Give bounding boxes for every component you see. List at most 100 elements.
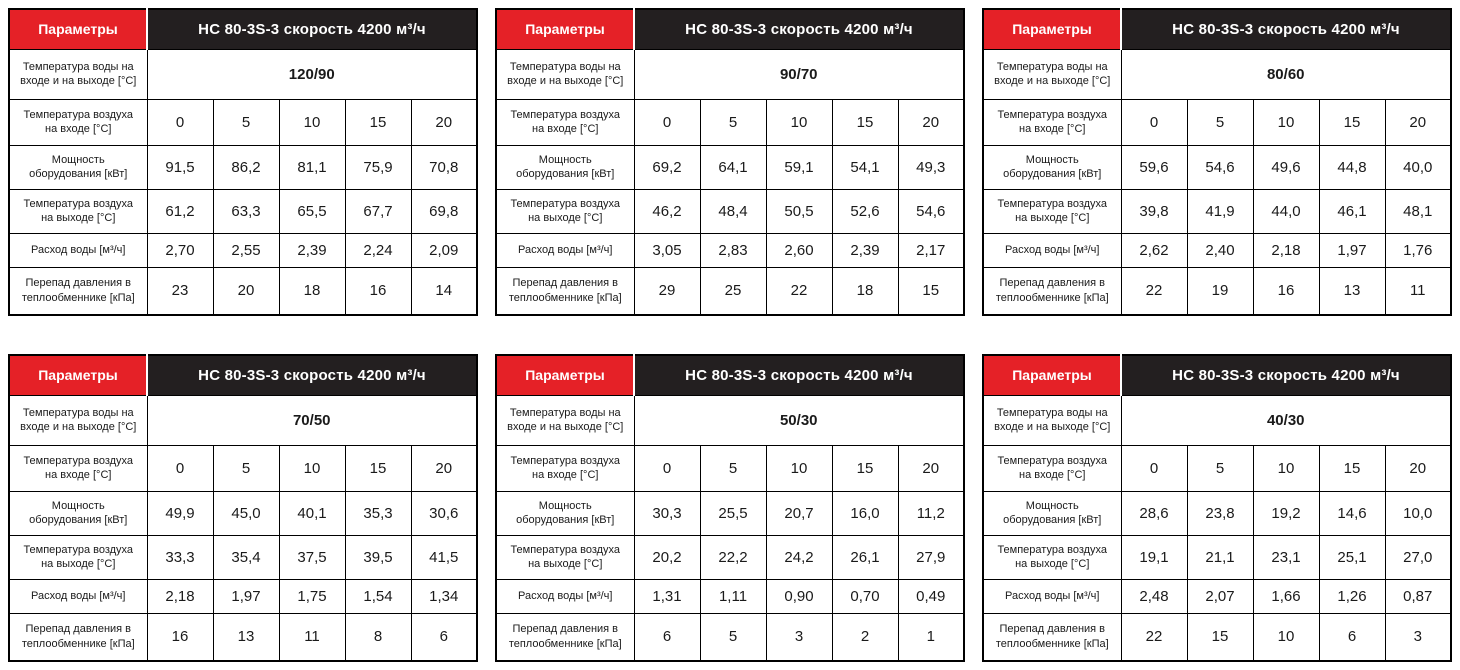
water-temp-value: 120/90 bbox=[146, 48, 478, 100]
air-outlet-temp-value: 35,4 bbox=[212, 534, 280, 580]
pressure-drop-value: 6 bbox=[633, 612, 701, 662]
table-header-row: Параметры НС 80-3S-3 скорость 4200 м³/ч bbox=[495, 354, 965, 396]
water-flow-value: 2,40 bbox=[1186, 232, 1254, 268]
water-flow-value: 2,48 bbox=[1120, 578, 1188, 614]
air-inlet-temp-value: 5 bbox=[1186, 98, 1254, 146]
equipment-power-value: 70,8 bbox=[410, 144, 478, 190]
equipment-power-value: 14,6 bbox=[1318, 490, 1386, 536]
pressure-drop-value: 15 bbox=[1186, 612, 1254, 662]
tables-grid: Параметры НС 80-3S-3 скорость 4200 м³/ч … bbox=[8, 8, 1452, 662]
air-inlet-temp-value: 10 bbox=[278, 444, 346, 492]
air-outlet-temp-value: 61,2 bbox=[146, 188, 214, 234]
air-inlet-temp-value: 10 bbox=[1252, 444, 1320, 492]
equipment-power-value: 25,5 bbox=[699, 490, 767, 536]
air-inlet-temp-label: Температура воздуха на входе [°С] bbox=[495, 444, 635, 492]
water-temp-row: Температура воды на входе и на выходе [°… bbox=[8, 48, 478, 100]
pressure-drop-row: Перепад давления в теплообменнике [кПа] … bbox=[982, 612, 1452, 662]
air-outlet-temp-value: 37,5 bbox=[278, 534, 346, 580]
air-inlet-temp-value: 10 bbox=[278, 98, 346, 146]
air-outlet-temp-value: 41,5 bbox=[410, 534, 478, 580]
water-flow-value: 2,83 bbox=[699, 232, 767, 268]
water-flow-value: 1,26 bbox=[1318, 578, 1386, 614]
table-title: НС 80-3S-3 скорость 4200 м³/ч bbox=[1120, 354, 1452, 396]
air-outlet-temp-value: 39,8 bbox=[1120, 188, 1188, 234]
air-outlet-temp-value: 27,0 bbox=[1384, 534, 1452, 580]
table-header-row: Параметры НС 80-3S-3 скорость 4200 м³/ч bbox=[8, 8, 478, 50]
water-flow-label: Расход воды [м³/ч] bbox=[495, 578, 635, 614]
air-outlet-temp-row: Температура воздуха на выходе [°С] 39,8 … bbox=[982, 188, 1452, 234]
air-inlet-temp-value: 10 bbox=[765, 98, 833, 146]
air-outlet-temp-value: 44,0 bbox=[1252, 188, 1320, 234]
params-header: Параметры bbox=[495, 354, 635, 396]
water-flow-value: 2,24 bbox=[344, 232, 412, 268]
air-inlet-temp-value: 5 bbox=[699, 444, 767, 492]
pressure-drop-value: 11 bbox=[278, 612, 346, 662]
params-header: Параметры bbox=[8, 8, 148, 50]
pressure-drop-value: 16 bbox=[344, 266, 412, 316]
air-inlet-temp-value: 20 bbox=[1384, 98, 1452, 146]
water-flow-value: 1,97 bbox=[1318, 232, 1386, 268]
water-flow-value: 2,09 bbox=[410, 232, 478, 268]
equipment-power-label: Мощность оборудования [кВт] bbox=[8, 490, 148, 536]
air-inlet-temp-value: 20 bbox=[1384, 444, 1452, 492]
equipment-power-value: 11,2 bbox=[897, 490, 965, 536]
equipment-power-row: Мощность оборудования [кВт] 30,3 25,5 20… bbox=[495, 490, 965, 536]
pressure-drop-value: 15 bbox=[897, 266, 965, 316]
pressure-drop-value: 22 bbox=[1120, 266, 1188, 316]
air-outlet-temp-row: Температура воздуха на выходе [°С] 33,3 … bbox=[8, 534, 478, 580]
air-inlet-temp-label: Температура воздуха на входе [°С] bbox=[8, 444, 148, 492]
pressure-drop-value: 16 bbox=[1252, 266, 1320, 316]
water-temp-label: Температура воды на входе и на выходе [°… bbox=[982, 394, 1122, 446]
air-inlet-temp-value: 0 bbox=[1120, 98, 1188, 146]
air-inlet-temp-row: Температура воздуха на входе [°С] 0 5 10… bbox=[982, 98, 1452, 146]
water-flow-value: 0,70 bbox=[831, 578, 899, 614]
equipment-power-value: 23,8 bbox=[1186, 490, 1254, 536]
spec-table: Параметры НС 80-3S-3 скорость 4200 м³/ч … bbox=[495, 8, 965, 316]
equipment-power-value: 64,1 bbox=[699, 144, 767, 190]
air-outlet-temp-label: Температура воздуха на выходе [°С] bbox=[495, 188, 635, 234]
pressure-drop-value: 6 bbox=[1318, 612, 1386, 662]
air-outlet-temp-value: 25,1 bbox=[1318, 534, 1386, 580]
spec-table: Параметры НС 80-3S-3 скорость 4200 м³/ч … bbox=[982, 8, 1452, 316]
air-inlet-temp-value: 15 bbox=[831, 444, 899, 492]
table-title: НС 80-3S-3 скорость 4200 м³/ч bbox=[146, 8, 478, 50]
equipment-power-label: Мощность оборудования [кВт] bbox=[495, 490, 635, 536]
water-flow-value: 1,31 bbox=[633, 578, 701, 614]
equipment-power-value: 19,2 bbox=[1252, 490, 1320, 536]
air-outlet-temp-value: 41,9 bbox=[1186, 188, 1254, 234]
water-flow-value: 1,97 bbox=[212, 578, 280, 614]
pressure-drop-value: 18 bbox=[278, 266, 346, 316]
equipment-power-value: 35,3 bbox=[344, 490, 412, 536]
equipment-power-label: Мощность оборудования [кВт] bbox=[982, 490, 1122, 536]
pressure-drop-label: Перепад давления в теплообменнике [кПа] bbox=[495, 266, 635, 316]
equipment-power-value: 59,1 bbox=[765, 144, 833, 190]
pressure-drop-value: 13 bbox=[1318, 266, 1386, 316]
equipment-power-value: 54,1 bbox=[831, 144, 899, 190]
air-inlet-temp-value: 5 bbox=[1186, 444, 1254, 492]
air-outlet-temp-value: 19,1 bbox=[1120, 534, 1188, 580]
equipment-power-value: 54,6 bbox=[1186, 144, 1254, 190]
water-flow-value: 2,55 bbox=[212, 232, 280, 268]
air-outlet-temp-value: 46,2 bbox=[633, 188, 701, 234]
equipment-power-row: Мощность оборудования [кВт] 59,6 54,6 49… bbox=[982, 144, 1452, 190]
air-outlet-temp-label: Температура воздуха на выходе [°С] bbox=[8, 188, 148, 234]
pressure-drop-value: 1 bbox=[897, 612, 965, 662]
spec-table: Параметры НС 80-3S-3 скорость 4200 м³/ч … bbox=[982, 354, 1452, 662]
water-flow-row: Расход воды [м³/ч] 3,05 2,83 2,60 2,39 2… bbox=[495, 232, 965, 268]
pressure-drop-label: Перепад давления в теплообменнике [кПа] bbox=[495, 612, 635, 662]
water-flow-value: 2,18 bbox=[146, 578, 214, 614]
air-inlet-temp-value: 10 bbox=[765, 444, 833, 492]
water-flow-value: 1,75 bbox=[278, 578, 346, 614]
water-flow-value: 0,90 bbox=[765, 578, 833, 614]
water-flow-value: 2,60 bbox=[765, 232, 833, 268]
pressure-drop-value: 5 bbox=[699, 612, 767, 662]
air-outlet-temp-value: 48,1 bbox=[1384, 188, 1452, 234]
equipment-power-value: 45,0 bbox=[212, 490, 280, 536]
air-inlet-temp-value: 5 bbox=[212, 98, 280, 146]
water-temp-label: Температура воды на входе и на выходе [°… bbox=[495, 48, 635, 100]
water-flow-value: 1,76 bbox=[1384, 232, 1452, 268]
pressure-drop-value: 6 bbox=[410, 612, 478, 662]
pressure-drop-row: Перепад давления в теплообменнике [кПа] … bbox=[495, 612, 965, 662]
table-header-row: Параметры НС 80-3S-3 скорость 4200 м³/ч bbox=[495, 8, 965, 50]
spec-table: Параметры НС 80-3S-3 скорость 4200 м³/ч … bbox=[495, 354, 965, 662]
